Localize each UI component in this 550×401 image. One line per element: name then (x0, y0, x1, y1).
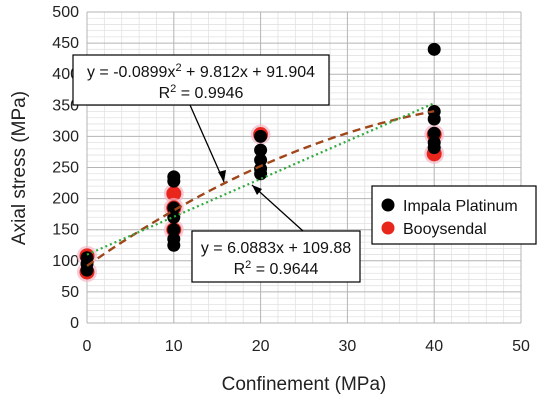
linear-equation-pointer (251, 184, 304, 232)
linear-equation-label: y = 6.0883x + 109.88 (201, 240, 351, 257)
quadratic-equation-frame (72, 54, 330, 106)
y-tick-label: 400 (52, 66, 79, 83)
impala-point (167, 223, 181, 237)
impala-point (427, 141, 441, 155)
legend-marker-booysendal (381, 221, 395, 235)
booysendal-point (166, 186, 182, 202)
linear-equation-box: y = 6.0883x + 109.88 R2 = 0.9644 (191, 230, 361, 283)
y-tick-label: 200 (52, 191, 79, 208)
impala-point (427, 126, 441, 140)
impala-point (167, 238, 181, 252)
trendlines (86, 102, 435, 267)
y-tick-label: 250 (52, 160, 79, 177)
impala-point (427, 112, 441, 126)
y-tick-label: 50 (61, 284, 79, 301)
x-tick-label: 0 (83, 338, 92, 355)
x-tick-label: 40 (425, 338, 443, 355)
linear-trendline (86, 102, 435, 256)
y-tick-label: 500 (52, 4, 79, 21)
y-tick-label: 100 (52, 253, 79, 270)
quadratic-equation-label: y = -0.0899x2 + 9.812x + 91.904 (87, 62, 315, 81)
legend-frame (371, 185, 537, 245)
impala-point (167, 201, 181, 215)
legend-label-booysendal: Booysendal (403, 221, 487, 238)
impala-point (254, 129, 268, 143)
quadratic-trendline (86, 110, 435, 267)
impala-point (427, 42, 441, 56)
x-tick-labels: 0 10 20 30 40 50 (83, 338, 530, 355)
legend-label-impala: Impala Platinum (403, 198, 518, 215)
quadratic-equation-box: y = -0.0899x2 + 9.812x + 91.904 R2 = 0.9… (72, 54, 330, 106)
x-tick-label: 20 (252, 338, 270, 355)
impala-point (167, 174, 181, 188)
x-tick-label: 10 (165, 338, 183, 355)
y-axis-title: Axial stress (MPa) (9, 91, 30, 245)
linear-equation-frame (191, 230, 361, 283)
linear-r2-label: R2 = 0.9644 (234, 259, 319, 278)
quadratic-pointer-arrowhead (218, 170, 226, 182)
quadratic-r2-label: R2 = 0.9946 (159, 83, 244, 102)
x-tick-label: 50 (512, 338, 530, 355)
impala-point (80, 263, 94, 277)
y-tick-label: 350 (52, 97, 79, 114)
impala-point (254, 143, 268, 157)
y-tick-label: 300 (52, 128, 79, 145)
legend-marker-impala (381, 198, 395, 212)
x-axis-title: Confinement (MPa) (222, 374, 387, 395)
linear-pointer-arrowhead (252, 185, 262, 195)
y-tick-label: 0 (70, 315, 79, 332)
impala-point (254, 167, 268, 181)
y-tick-label: 150 (52, 222, 79, 239)
data-points (77, 42, 445, 282)
y-tick-label: 450 (52, 35, 79, 52)
y-tick-labels: 0 50 100 150 200 250 300 350 400 450 500 (52, 4, 79, 332)
quadratic-equation-pointer (189, 104, 225, 183)
impala-point (167, 210, 181, 224)
legend: Impala Platinum Booysendal (371, 185, 537, 245)
x-tick-label: 30 (339, 338, 357, 355)
